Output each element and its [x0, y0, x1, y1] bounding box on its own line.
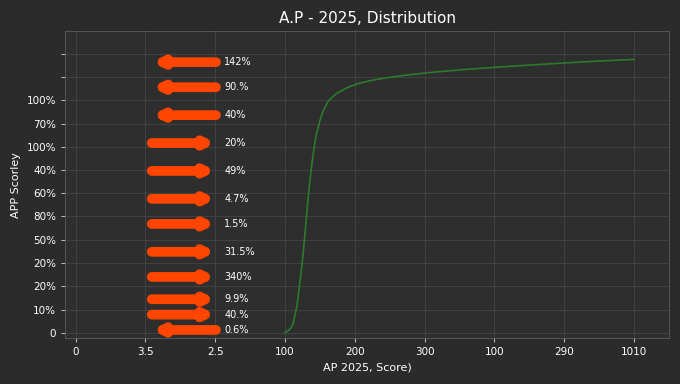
Y-axis label: APP Scorley: APP Scorley	[11, 152, 21, 218]
Text: 31.5%: 31.5%	[224, 247, 255, 257]
Text: 340%: 340%	[224, 272, 252, 282]
Text: 40.%: 40.%	[224, 310, 249, 319]
Text: 4.7%: 4.7%	[224, 194, 249, 204]
Text: 49%: 49%	[224, 166, 245, 176]
Text: 0.6%: 0.6%	[224, 325, 249, 335]
Title: A.P - 2025, Distribution: A.P - 2025, Distribution	[279, 11, 456, 26]
Text: 90.%: 90.%	[224, 82, 249, 92]
Text: 142%: 142%	[224, 57, 252, 67]
X-axis label: AP 2025, Score): AP 2025, Score)	[323, 363, 411, 373]
Text: 1.5%: 1.5%	[224, 219, 249, 229]
Text: 40%: 40%	[224, 110, 245, 120]
Text: 20%: 20%	[224, 138, 245, 148]
Text: 9.9%: 9.9%	[224, 294, 249, 304]
